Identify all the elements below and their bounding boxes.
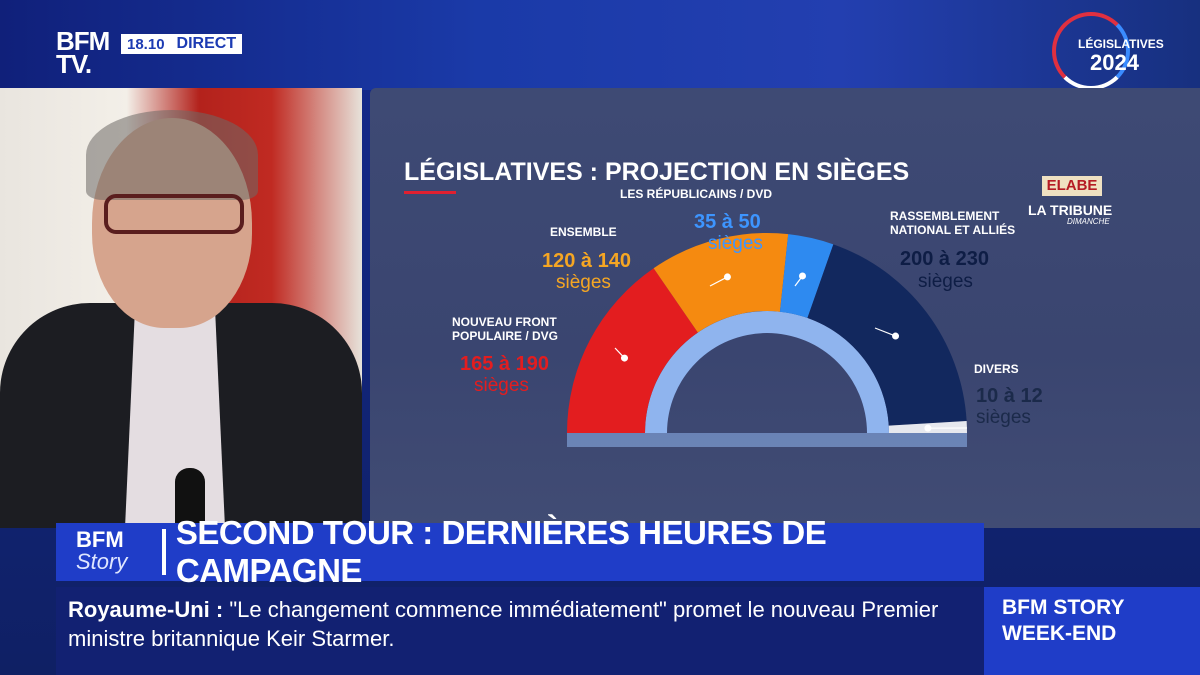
program-logo: BFM Story: [56, 523, 162, 581]
unit-rn: sièges: [918, 271, 973, 292]
event-badge: LÉGISLATIVES 2024: [1052, 12, 1172, 90]
label-nfp: NOUVEAU FRONT POPULAIRE / DVG: [452, 315, 559, 343]
microphone-icon: [175, 468, 205, 528]
graphic-title: LÉGISLATIVES : PROJECTION EN SIÈGES: [404, 158, 910, 186]
label-lr: LES RÉPUBLICAINS / DVD: [620, 187, 773, 201]
ticker-text: "Le changement commence immédiatement" p…: [68, 597, 939, 651]
hemicycle-segment-3: [807, 244, 967, 426]
ticker-topic: Royaume-Uni :: [68, 597, 224, 622]
channel-logo: BFM TV.: [56, 26, 114, 79]
segment-leader-2: [794, 275, 803, 287]
value-lr: 35 à 50: [694, 211, 761, 233]
label-ensemble: ENSEMBLE: [550, 225, 617, 239]
value-divers: 10 à 12: [976, 385, 1043, 407]
guest-glasses: [104, 194, 244, 234]
value-ensemble: 120 à 140: [542, 250, 631, 272]
label-divers: DIVERS: [974, 362, 1019, 376]
segment-leader-3: [874, 327, 896, 337]
guest-video-feed: [0, 88, 362, 528]
event-badge-year: 2024: [1090, 50, 1139, 75]
unit-nfp: sièges: [474, 375, 529, 396]
title-underline: [404, 191, 456, 194]
label-rn: RASSEMBLEMENT NATIONAL ET ALLIÉS: [890, 209, 1016, 237]
seat-projection-graphic: LÉGISLATIVES : PROJECTION EN SIÈGES ELAB…: [370, 88, 1200, 528]
channel-logo-line2: TV.: [56, 49, 92, 79]
hemicycle-segment-0: [567, 268, 698, 433]
pollster-logo: ELABE: [1042, 176, 1102, 196]
hemicycle-chart: [567, 233, 968, 447]
story-banner: BFM Story SECOND TOUR : DERNIÈRES HEURES…: [56, 514, 984, 589]
value-rn: 200 à 230: [900, 248, 989, 270]
live-label: DIRECT: [176, 35, 237, 52]
partner-logo: LA TRIBUNE: [1028, 202, 1113, 218]
unit-lr: sièges: [708, 233, 763, 254]
program-tag-text: BFM STORY WEEK-END: [1002, 595, 1125, 647]
unit-divers: sièges: [976, 407, 1031, 428]
hemicycle-segment-2: [779, 234, 834, 318]
program-tag-line1: BFM STORY: [1002, 596, 1125, 619]
segment-leader-1: [709, 276, 728, 287]
program-logo-line1: BFM: [76, 527, 124, 552]
ticker-text-block: Royaume-Uni : "Le changement commence im…: [68, 595, 968, 653]
banner-separator: [162, 529, 166, 575]
hemicycle-inner-band: [645, 311, 889, 433]
partner-logo-sub: DIMANCHE: [1067, 217, 1110, 226]
banner-headline: SECOND TOUR : DERNIÈRES HEURES DE CAMPAG…: [175, 514, 827, 589]
hemicycle-base: [567, 433, 967, 447]
news-ticker: Royaume-Uni : "Le changement commence im…: [56, 587, 984, 675]
unit-ensemble: sièges: [556, 272, 611, 293]
value-nfp: 165 à 190: [460, 353, 549, 375]
program-tag-line2: WEEK-END: [1002, 622, 1117, 645]
segment-leader-0: [614, 347, 625, 359]
event-badge-title: LÉGISLATIVES: [1078, 37, 1164, 51]
guest-hair: [86, 110, 258, 200]
program-logo-line2: Story: [76, 549, 128, 574]
channel-logo-line1: BFM: [56, 26, 110, 56]
program-tag: BFM STORY WEEK-END: [984, 587, 1200, 675]
clock-time: 18.10: [127, 35, 165, 53]
live-indicator: 18.10 DIRECT: [121, 34, 243, 54]
hemicycle-segment-1: [653, 233, 789, 333]
segment-marker-1: [723, 273, 731, 281]
